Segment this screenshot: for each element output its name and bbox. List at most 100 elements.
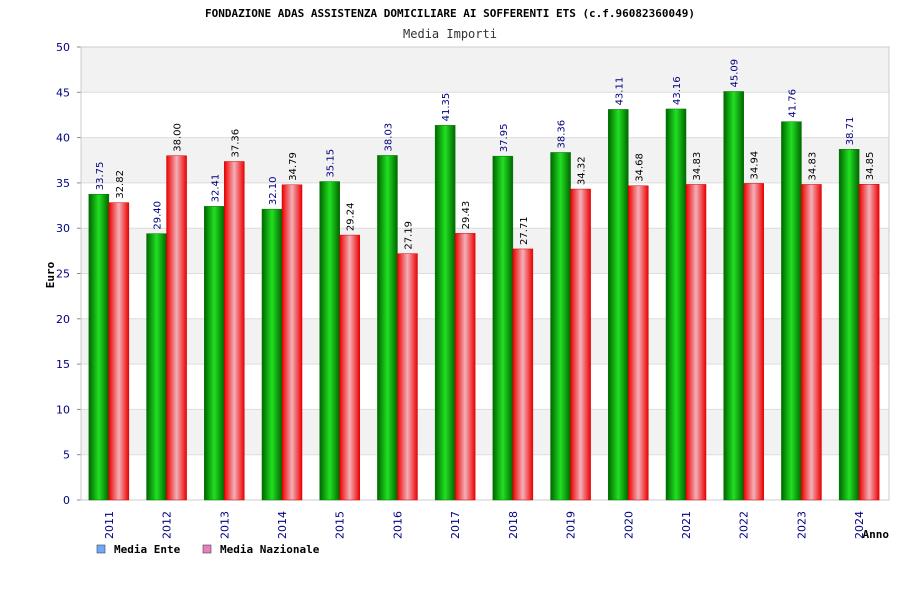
bar-media-nazionale-2014 [281,184,303,501]
x-tick-label: 2011 [103,511,116,539]
bar-media-nazionale-2017 [454,233,476,501]
grid-band [81,364,889,410]
bar-value-label: 34.85 [865,152,876,181]
bar-media-nazionale-2022 [743,183,764,501]
grid-band [81,454,889,500]
grid-band [81,182,889,229]
bar-value-label: 34.83 [692,152,703,181]
x-axis-label: Anno [863,528,890,541]
y-tick-label: 45 [56,86,70,99]
bar-value-label: 38.00 [173,123,184,152]
bar-media-ente-2019 [550,152,571,501]
grid-band [81,47,889,93]
y-tick-label: 0 [63,494,70,507]
bars-group [88,91,880,501]
chart-title: FONDAZIONE ADAS ASSISTENZA DOMICILIARE A… [205,7,695,20]
bar-media-ente-2011 [88,193,110,501]
x-tick-label: 2017 [449,511,462,539]
bar-value-label: 37.95 [499,124,510,153]
bar-value-label: 38.71 [845,117,856,146]
x-tick-label: 2012 [161,511,174,539]
bar-value-label: 29.24 [346,202,357,231]
bar-value-label: 35.15 [326,149,337,178]
legend-swatch [96,544,106,554]
bar-value-label: 41.76 [787,89,798,118]
y-tick-label: 35 [56,177,70,190]
bar-media-nazionale-2020 [628,185,649,501]
bar-value-label: 34.32 [577,156,588,185]
bar-value-label: 34.79 [288,152,299,181]
bar-value-label: 38.36 [557,120,568,149]
y-tick-label: 40 [56,132,70,145]
bar-value-label: 32.41 [210,174,221,203]
bar-value-label: 33.75 [95,162,106,191]
y-tick-label: 10 [56,403,70,416]
x-tick-label: 2021 [680,511,693,539]
bar-media-ente-2021 [665,108,687,501]
bar-media-ente-2016 [377,155,398,501]
grid-band [81,228,889,274]
x-tick-label: 2015 [334,511,347,539]
bar-media-ente-2020 [608,109,629,501]
bar-media-nazionale-2016 [397,253,418,501]
bar-value-label: 43.16 [672,76,683,105]
x-tick-label: 2022 [738,511,751,539]
x-tick-label: 2016 [391,511,404,539]
bar-value-label: 29.40 [153,201,164,230]
x-tick-label: 2019 [565,511,578,539]
bar-value-label: 38.03 [383,123,394,152]
bar-media-ente-2015 [319,181,340,501]
bar-value-label: 34.94 [750,151,761,180]
chart-subtitle: Media Importi [403,27,497,41]
bar-value-label: 34.68 [634,153,645,182]
y-tick-label: 30 [56,222,70,235]
grid-band [81,92,889,138]
y-tick-label: 25 [56,268,70,281]
bar-media-ente-2022 [723,91,744,501]
y-axis-ticks: 0 5 10 15 20 25 30 35 40 45 50 [56,41,70,507]
bar-value-label: 41.35 [441,93,452,122]
bar-value-label: 45.09 [730,59,741,88]
plot-frame [80,46,890,501]
y-tick-label: 15 [56,358,70,371]
x-tick-label: 2023 [795,511,808,539]
x-tick-label: 2013 [218,511,231,539]
bar-media-nazionale-2023 [801,184,822,501]
grid-band [81,409,889,455]
bar-value-label: 27.71 [519,216,530,245]
legend-swatch [202,544,212,554]
y-tick-label: 5 [63,449,70,462]
y-tick-label: 50 [56,41,70,54]
x-tick-label: 2018 [507,511,520,539]
bar-media-ente-2017 [434,125,456,501]
bar-media-ente-2024 [838,149,860,501]
bar-media-nazionale-2013 [224,161,245,501]
bar-media-nazionale-2012 [166,155,187,501]
bar-media-nazionale-2018 [512,248,534,501]
bar-value-labels: 33.75 32.82 29.40 38.00 32.41 37.36 32.10 34.79… [95,59,876,250]
y-tick-label: 20 [56,313,70,326]
bar-value-label: 37.36 [230,129,241,158]
bar-media-ente-2013 [204,206,225,501]
bar-media-ente-2012 [146,233,167,501]
grid-band [81,273,889,319]
bar-media-ente-2023 [781,121,802,501]
bar-media-ente-2018 [492,155,514,501]
grid-band [81,318,889,365]
bar-media-nazionale-2021 [685,184,707,501]
bar-media-nazionale-2015 [339,234,360,501]
bar-value-label: 27.19 [403,221,414,250]
y-axis-label: Euro [44,261,57,288]
bar-media-nazionale-2024 [858,184,880,501]
bar-media-ente-2014 [261,208,283,501]
x-axis-ticks: 2011 2012 2013 2014 2015 2016 2017 2018 2019 2020… [103,511,866,539]
legend-label: Media Ente [114,543,181,556]
x-tick-label: 2020 [622,511,635,539]
legend: Media Ente Media Nazionale [96,543,320,556]
bar-media-nazionale-2011 [108,202,130,501]
bar-value-label: 43.11 [614,77,625,106]
bar-media-nazionale-2019 [570,188,591,501]
grid-band [81,137,889,183]
